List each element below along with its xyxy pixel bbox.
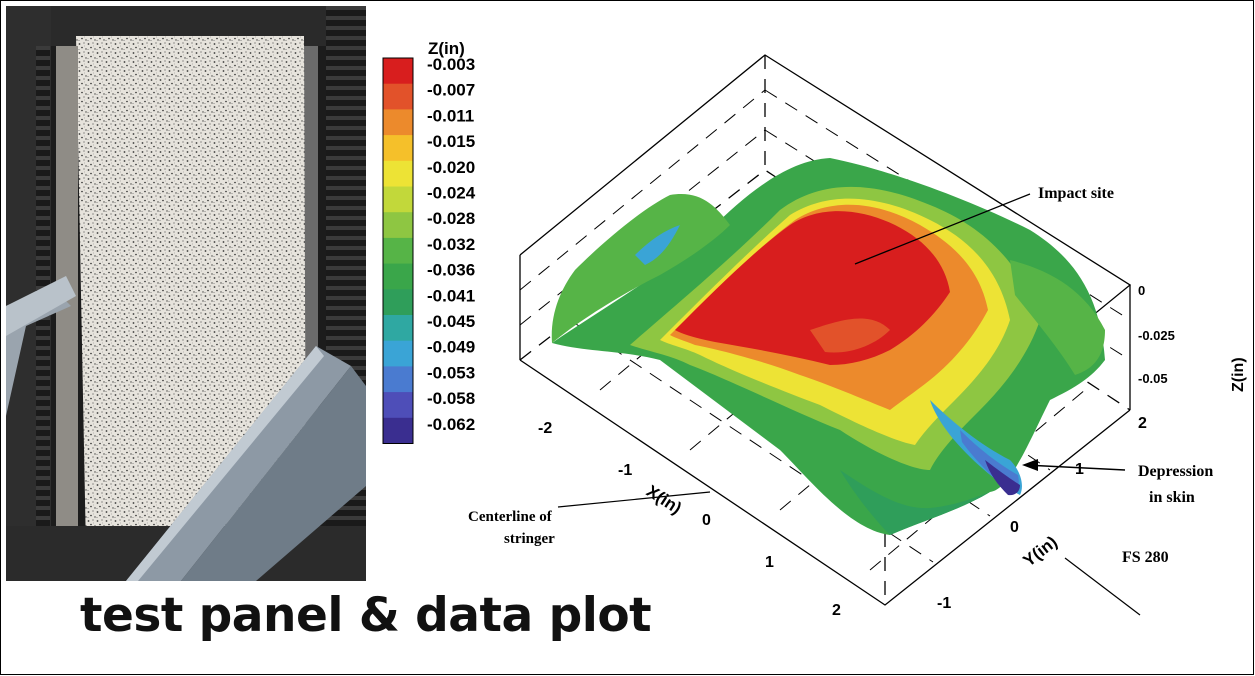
colorbar-swatch bbox=[383, 392, 413, 419]
colorbar-swatch bbox=[383, 237, 413, 265]
y-tick-label: 2 bbox=[1138, 415, 1147, 432]
colorbar-label: -0.011 bbox=[427, 106, 474, 125]
colorbar-swatch bbox=[383, 160, 413, 187]
colorbar-swatch bbox=[383, 186, 413, 213]
annotation-depression-line1: Depression bbox=[1138, 463, 1213, 480]
colorbar-swatch bbox=[383, 212, 413, 239]
colorbar-label: -0.024 bbox=[427, 184, 476, 203]
colorbar-label: -0.003 bbox=[427, 55, 475, 74]
test-panel-photo-drawing bbox=[6, 6, 366, 581]
colorbar-swatch bbox=[383, 109, 413, 136]
annotation-fs-280: FS 280 bbox=[1122, 549, 1169, 566]
colorbar-label: -0.053 bbox=[427, 363, 475, 382]
colorbar-label: -0.041 bbox=[427, 286, 475, 305]
test-panel-photo bbox=[6, 6, 366, 581]
colorbar-swatch bbox=[383, 58, 413, 85]
z-tick-label: -0.05 bbox=[1138, 371, 1168, 386]
surface-band-green-front bbox=[840, 470, 990, 535]
colorbar-label: -0.020 bbox=[427, 158, 475, 177]
surface-band-red-highlight bbox=[810, 318, 890, 353]
y-tick-label: -1 bbox=[937, 595, 951, 612]
x-tick-label: 1 bbox=[765, 554, 774, 571]
y-axis-title: Y(in) bbox=[1020, 532, 1061, 570]
colorbar-swatch bbox=[383, 263, 413, 290]
surface-band-cyan-left bbox=[635, 225, 680, 265]
y-tick-label: 0 bbox=[1010, 519, 1019, 536]
colorbar-swatch bbox=[383, 340, 413, 367]
z-axis-title: Z(in) bbox=[1230, 357, 1247, 392]
colorbar-label: -0.036 bbox=[427, 261, 475, 280]
annotation-centerline-line1: Centerline of bbox=[468, 509, 553, 525]
colorbar-swatch bbox=[383, 83, 413, 110]
x-tick-label: 0 bbox=[702, 512, 711, 529]
z-axis: 0 -0.025 -0.05 Z(in) bbox=[1138, 283, 1247, 392]
surface-plot: Z(in)-0.003-0.007-0.011-0.015-0.020-0.02… bbox=[382, 39, 1247, 619]
colorbar-label: -0.058 bbox=[427, 389, 475, 408]
figure-caption: test panel & data plot bbox=[80, 588, 652, 643]
colorbar-label: -0.007 bbox=[427, 81, 475, 100]
colorbar-label: -0.045 bbox=[427, 312, 475, 331]
colorbar: Z(in)-0.003 -0.007 -0.011 -0.015 -0.020 -0.02… bbox=[382, 39, 476, 444]
z-tick-label: -0.025 bbox=[1138, 328, 1175, 343]
colorbar-label: -0.028 bbox=[427, 209, 475, 228]
x-tick-label: -1 bbox=[618, 462, 632, 479]
colorbar-swatch bbox=[383, 315, 413, 342]
annotation-impact-site: Impact site bbox=[1038, 185, 1114, 202]
annotations: Impact site Depression in skin Centerlin… bbox=[468, 185, 1213, 616]
x-tick-label: 2 bbox=[832, 602, 841, 619]
surface-mesh bbox=[551, 158, 1105, 535]
x-axis-title: X(in) bbox=[643, 481, 685, 518]
surface-band-green-left bbox=[551, 194, 730, 343]
colorbar-title: Z(in) bbox=[428, 39, 465, 58]
colorbar-label: -0.049 bbox=[427, 338, 475, 357]
colorbar-swatch bbox=[383, 417, 413, 444]
colorbar-swatch bbox=[383, 135, 413, 162]
annotation-depression-line2: in skin bbox=[1149, 489, 1195, 506]
colorbar-swatch bbox=[383, 289, 413, 316]
colorbar-border bbox=[382, 57, 414, 444]
colorbar-label: -0.015 bbox=[427, 132, 475, 151]
annotation-centerline-line2: stringer bbox=[504, 531, 555, 547]
y-tick-label: 1 bbox=[1075, 461, 1084, 478]
surface-band-green-right bbox=[1010, 260, 1105, 375]
colorbar-label: -0.062 bbox=[427, 415, 475, 434]
z-tick-label: 0 bbox=[1138, 283, 1145, 298]
colorbar-swatch bbox=[383, 366, 413, 393]
surface-depression-purple bbox=[985, 460, 1020, 496]
colorbar-label: -0.032 bbox=[427, 235, 475, 254]
x-tick-label: -2 bbox=[538, 420, 552, 437]
